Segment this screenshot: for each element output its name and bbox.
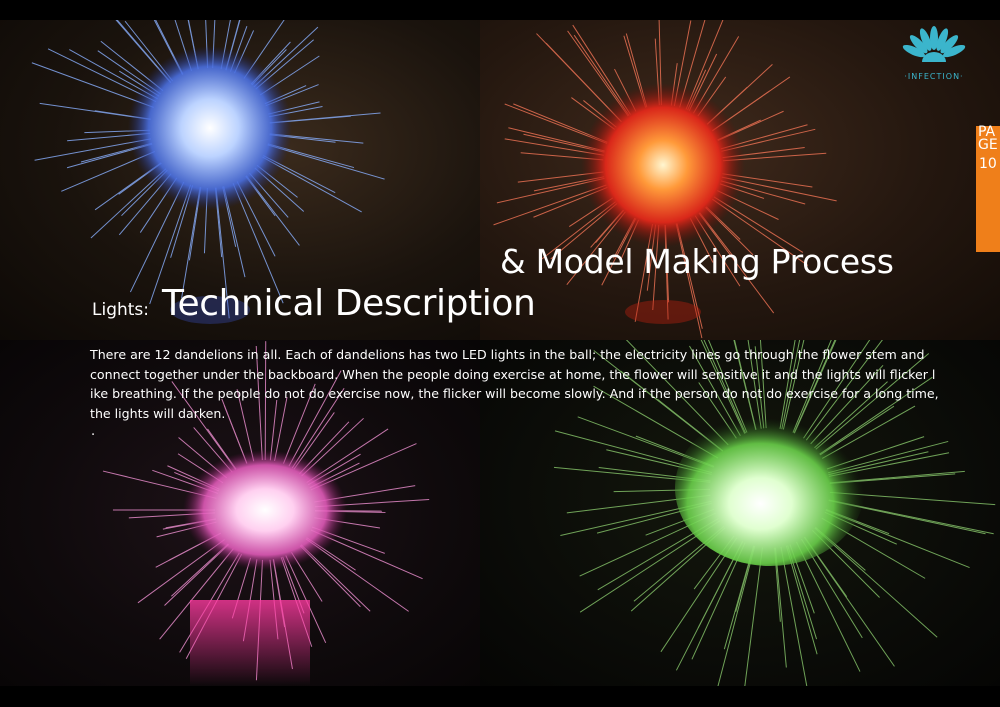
green-dandelion-ball	[553, 340, 996, 686]
page-word-line1: PA	[978, 124, 996, 140]
top-black-bar	[0, 0, 1000, 20]
blue-dandelion-ball	[31, 20, 385, 324]
body-paragraph: There are 12 dandelions in all. Each of …	[90, 347, 939, 422]
bottom-black-bar	[0, 686, 1000, 707]
heading-title: Technical Description	[162, 283, 536, 324]
green-light-photo	[480, 340, 1000, 686]
body-text: There are 12 dandelions in all. Each of …	[90, 345, 950, 424]
red-light-photo	[480, 20, 1000, 340]
pink-light-photo	[0, 340, 480, 686]
page-word-line2: GE	[978, 137, 998, 153]
pink-dandelion-ball	[102, 341, 430, 686]
page-number-tab: PA GE 10	[976, 124, 1000, 252]
heading-subtitle: & Model Making Process	[500, 242, 894, 281]
page-number: 10	[979, 156, 997, 172]
heading-label: Lights:	[92, 300, 150, 320]
photo-collage	[0, 20, 1000, 686]
trailing-dot: .	[91, 424, 96, 439]
logo-text: ·INFECTION·	[904, 72, 964, 81]
blue-light-photo	[0, 20, 480, 340]
dandelion-logo-icon	[902, 26, 966, 62]
red-dandelion-ball	[493, 20, 837, 339]
